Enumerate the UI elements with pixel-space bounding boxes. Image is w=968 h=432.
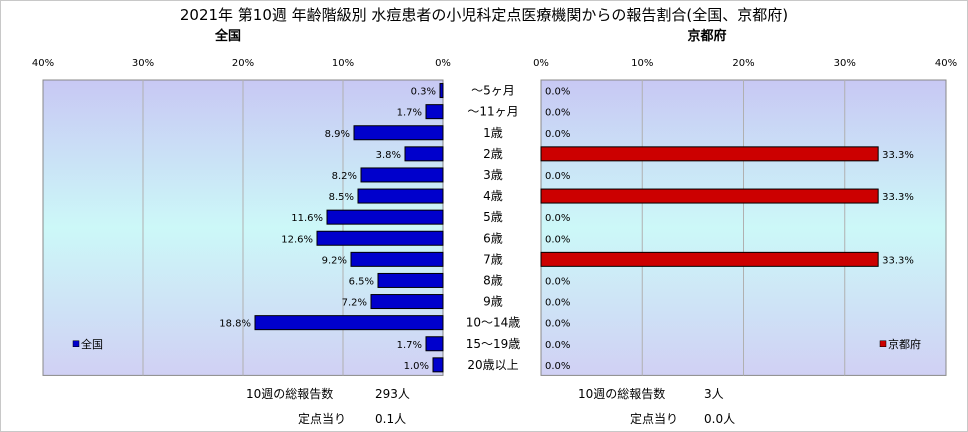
bar (316, 230, 444, 246)
right-panel: 0% 10% 20% 30% 40% 0.0% 0.0% 0.0% 33.3% 0.0% 33.3%… (533, 58, 957, 426)
category-labels: ～5ヶ月 ～11ヶ月 1歳 2歳 3歳 4歳 5歳 6歳 7歳 8歳 9歳 10～14歳 15～19歳 2… (466, 84, 521, 372)
data-label: 8.9% (325, 129, 350, 140)
data-label: 18.8% (219, 319, 251, 330)
axis-tick-label: 40% (32, 58, 54, 69)
data-label: 12.6% (281, 234, 313, 245)
axis-tick-label: 0% (435, 58, 451, 69)
axis-tick-label: 30% (834, 58, 856, 69)
per-sentinel-value: 0.0人 (704, 412, 735, 426)
data-label: 0.0% (545, 276, 570, 287)
chart-title: 2021年 第10週 年齢階級別 水痘患者の小児科定点医療機関からの報告割合(全… (180, 6, 788, 24)
legend-swatch (879, 340, 887, 347)
data-label: 1.7% (397, 340, 422, 351)
data-label: 33.3% (882, 255, 914, 266)
data-label: 0.0% (545, 340, 570, 351)
category-label: 8歳 (483, 273, 503, 287)
data-label: 9.2% (322, 255, 347, 266)
data-label: 0.0% (545, 234, 570, 245)
bar (326, 209, 444, 225)
category-label: 6歳 (483, 231, 503, 245)
right-panel-title: 京都府 (687, 28, 726, 44)
data-label: 33.3% (882, 192, 914, 203)
category-label: 10～14歳 (466, 316, 521, 330)
per-sentinel-label: 定点当り (298, 411, 346, 426)
category-label: 3歳 (483, 168, 503, 182)
axis-tick-label: 30% (132, 58, 154, 69)
bar (254, 315, 444, 331)
per-sentinel-value: 0.1人 (375, 412, 406, 426)
data-label: 1.7% (397, 108, 422, 119)
data-label: 0.3% (411, 87, 436, 98)
category-label: 5歳 (483, 210, 503, 224)
bar (357, 188, 444, 204)
bar (540, 188, 879, 204)
legend-swatch (72, 340, 80, 347)
data-label: 33.3% (882, 150, 914, 161)
data-label: 3.8% (376, 150, 401, 161)
data-label: 0.0% (545, 129, 570, 140)
total-reports-value: 293人 (375, 387, 410, 401)
legend-label: 京都府 (888, 337, 921, 351)
left-panel: 40% 30% 20% 10% 0% 0.3% 1.7% 8.9% 3.8% 8.2% 8.5% 11… (32, 58, 451, 426)
bar (432, 357, 444, 373)
data-label: 7.2% (342, 298, 367, 309)
bar (425, 336, 444, 352)
data-label: 6.5% (349, 276, 374, 287)
data-label: 0.0% (545, 213, 570, 224)
data-label: 8.2% (332, 171, 357, 182)
data-label: 11.6% (291, 213, 323, 224)
data-label: 8.5% (329, 192, 354, 203)
data-label: 1.0% (404, 361, 429, 372)
category-label: 15～19歳 (466, 337, 521, 351)
category-label: 4歳 (483, 189, 503, 203)
category-label: 1歳 (483, 126, 503, 140)
legend-label: 全国 (81, 337, 103, 351)
axis-tick-label: 10% (332, 58, 354, 69)
axis-tick-label: 10% (631, 58, 653, 69)
category-label: 9歳 (483, 295, 503, 309)
bar (425, 104, 444, 120)
bar (377, 272, 444, 288)
data-label: 0.0% (545, 108, 570, 119)
data-label: 0.0% (545, 87, 570, 98)
category-label: 2歳 (483, 147, 503, 161)
category-label: 7歳 (483, 252, 503, 266)
total-reports-label: 10週の総報告数 (578, 386, 665, 401)
data-label: 0.0% (545, 361, 570, 372)
total-reports-label: 10週の総報告数 (246, 386, 333, 401)
bar (360, 167, 444, 183)
bar (370, 294, 444, 310)
per-sentinel-label: 定点当り (630, 411, 678, 426)
total-reports-value: 3人 (704, 387, 724, 401)
bar (404, 146, 444, 162)
data-label: 0.0% (545, 298, 570, 309)
category-label: ～5ヶ月 (471, 84, 515, 98)
axis-tick-label: 0% (533, 58, 549, 69)
axis-tick-label: 20% (732, 58, 754, 69)
bar (540, 251, 879, 267)
axis-tick-label: 40% (935, 58, 957, 69)
bar (350, 251, 444, 267)
bar (540, 146, 879, 162)
axis-tick-label: 20% (232, 58, 254, 69)
category-label: ～11ヶ月 (467, 105, 518, 119)
data-label: 0.0% (545, 171, 570, 182)
category-label: 20歳以上 (467, 358, 518, 372)
bar (353, 125, 444, 141)
data-label: 0.0% (545, 319, 570, 330)
left-panel-title: 全国 (214, 28, 241, 44)
bar (439, 83, 444, 99)
